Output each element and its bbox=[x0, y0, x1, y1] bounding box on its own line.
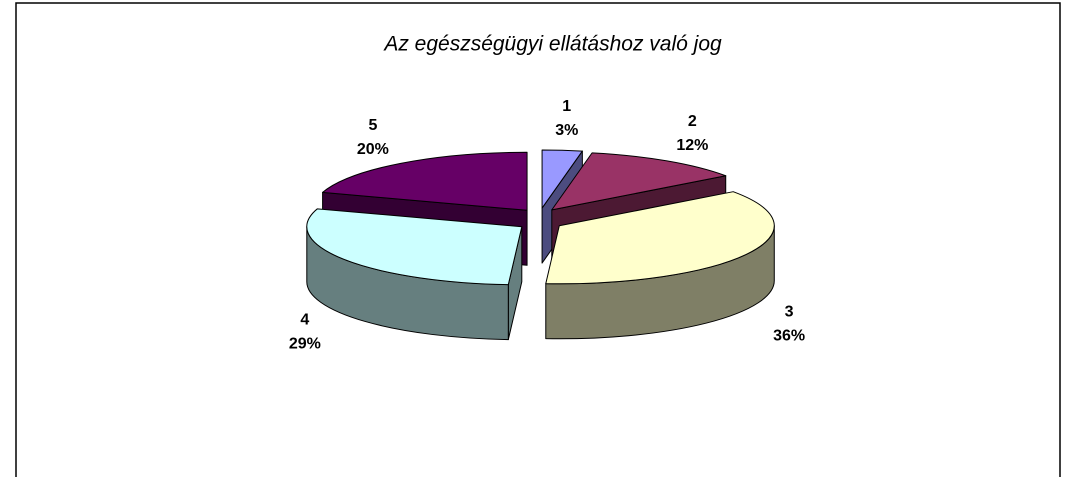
data-label-value: 12% bbox=[676, 137, 708, 154]
data-label-category: 5 bbox=[368, 117, 377, 134]
data-label-value: 29% bbox=[289, 335, 321, 352]
data-label-category: 1 bbox=[562, 98, 571, 115]
data-label-category: 2 bbox=[688, 113, 697, 130]
data-label-category: 4 bbox=[300, 311, 309, 328]
slice-top bbox=[541, 149, 583, 209]
slice bbox=[306, 208, 523, 341]
plot-area: 1 3% 2 12% 3 36% 4 29% 5 20% bbox=[289, 98, 805, 353]
slice bbox=[545, 191, 775, 340]
data-label-category: 3 bbox=[785, 303, 794, 320]
slice-top bbox=[322, 151, 528, 211]
chart-frame bbox=[15, 2, 1061, 482]
data-label-value: 36% bbox=[773, 327, 805, 344]
data-label-value: 20% bbox=[357, 141, 389, 158]
chart-title: Az egészségügyi ellátáshoz való jog bbox=[382, 33, 722, 56]
slice-top bbox=[306, 208, 523, 286]
data-label-value: 3% bbox=[555, 122, 578, 139]
slice-top bbox=[551, 152, 727, 211]
slice-top bbox=[545, 191, 775, 285]
